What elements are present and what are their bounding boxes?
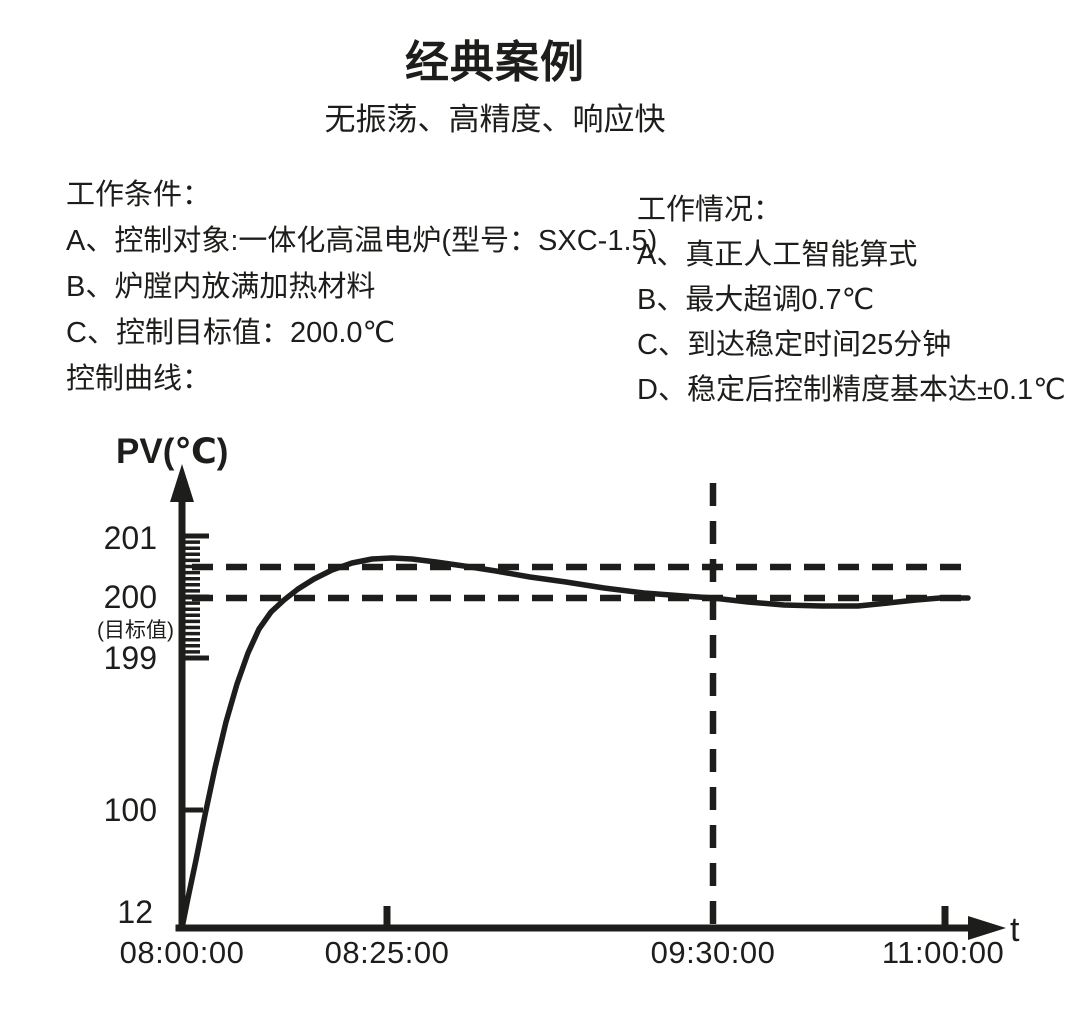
x-axis-arrow-icon	[968, 916, 1006, 940]
situation-item-a: A、真正人工智能算式	[637, 239, 918, 271]
situation-item-b: B、最大超调0.7℃	[637, 284, 875, 316]
y-tick-12: 12	[117, 894, 153, 930]
y-axis-arrow-icon	[170, 464, 194, 502]
y-axis-label: PV(℃)	[116, 432, 228, 471]
y-axis	[170, 464, 194, 932]
x-axis	[175, 916, 1006, 940]
condition-item-b: B、炉膛内放满加热材料	[66, 271, 376, 303]
y-tick-100: 100	[104, 792, 157, 828]
x-tick-1100: 11:00:00	[882, 935, 1004, 970]
x-axis-ticks	[383, 906, 949, 929]
situation-item-c: C、到达稳定时间25分钟	[637, 329, 952, 361]
y-tick-200: 200	[104, 579, 157, 615]
dashed-guide-lines	[192, 483, 963, 925]
x-tick-0825: 08:25:00	[325, 935, 450, 970]
x-tick-0930: 09:30:00	[651, 935, 776, 970]
work-conditions-heading: 工作条件：	[66, 179, 212, 211]
page-title: 经典案例	[405, 38, 585, 87]
pv-curve	[179, 555, 971, 931]
y-tick-201: 201	[104, 520, 157, 556]
control-curve-label: 控制曲线：	[66, 363, 212, 395]
work-situation-block: 工作情况： A、真正人工智能算式 B、最大超调0.7℃ C、到达稳定时间25分钟…	[637, 188, 1066, 413]
page-subtitle: 无振荡、高精度、响应快	[324, 102, 666, 137]
work-conditions-block: 工作条件： A、控制对象:一体化高温电炉(型号：SXC-1.5) B、炉膛内放满…	[66, 172, 657, 402]
y-axis-tick-comb	[183, 533, 209, 813]
situation-item-d: D、稳定后控制精度基本达±0.1℃	[637, 374, 1066, 406]
work-situation-heading: 工作情况：	[637, 194, 783, 226]
x-tick-0800: 08:00:00	[120, 935, 245, 970]
condition-item-a: A、控制对象:一体化高温电炉(型号：SXC-1.5)	[66, 225, 658, 257]
condition-item-c: C、控制目标值：200.0℃	[66, 317, 396, 349]
y-tick-199: 199	[104, 640, 157, 676]
target-value-annotation: (目标值)	[97, 619, 174, 642]
x-axis-label: t	[1010, 911, 1020, 949]
